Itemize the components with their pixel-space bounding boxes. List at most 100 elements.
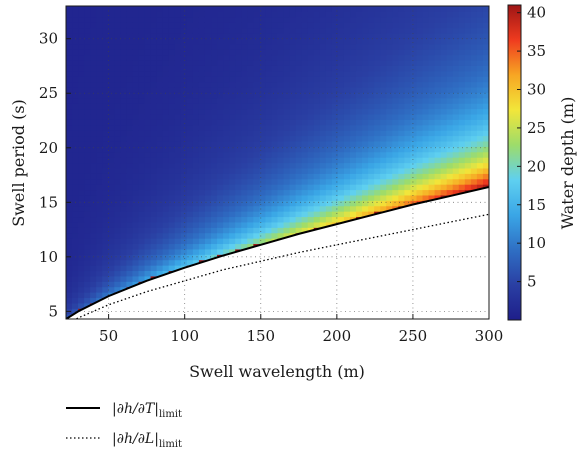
heatmap-cell	[380, 54, 387, 61]
heatmap-cell	[476, 162, 484, 169]
heatmap-cell	[428, 22, 436, 29]
heatmap-cell	[325, 103, 333, 110]
heatmap-cell	[84, 140, 91, 147]
heatmap-cell	[120, 16, 128, 23]
heatmap-cell	[247, 157, 254, 164]
heatmap-cell	[374, 173, 381, 180]
heatmap-cell	[102, 227, 109, 234]
heatmap-cell	[398, 194, 405, 201]
heatmap-cell	[72, 157, 79, 164]
heatmap-cell	[132, 70, 140, 77]
heatmap-cell	[331, 43, 339, 50]
heatmap-cell	[78, 162, 85, 169]
heatmap-cell	[283, 140, 291, 147]
heatmap-cell	[150, 135, 158, 142]
heatmap-cell	[416, 86, 424, 93]
heatmap-cell	[283, 92, 291, 99]
heatmap-cell	[434, 32, 442, 39]
heatmap-cell	[307, 119, 315, 126]
heatmap-cell	[253, 113, 260, 120]
heatmap-cell	[392, 11, 399, 18]
heatmap-cell	[319, 119, 327, 126]
heatmap-cell	[404, 32, 412, 39]
heatmap-cell	[211, 130, 218, 137]
heatmap-cell	[374, 184, 381, 191]
heatmap-cell	[180, 157, 188, 164]
heatmap-cell	[229, 22, 236, 29]
heatmap-cell	[120, 259, 128, 266]
heatmap-cell	[174, 81, 182, 88]
heatmap-cell	[108, 238, 115, 245]
heatmap-cell	[229, 16, 236, 23]
heatmap-cell	[337, 135, 345, 142]
heatmap-cell	[319, 11, 327, 18]
heatmap-cell	[410, 151, 418, 158]
heatmap-cell	[174, 254, 182, 261]
heatmap-cell	[223, 97, 230, 104]
heatmap-cell	[325, 92, 333, 99]
heatmap-cell	[90, 297, 97, 304]
heatmap-cell	[108, 108, 115, 115]
heatmap-cell	[84, 135, 91, 142]
heatmap-cell	[150, 65, 158, 72]
heatmap-cell	[72, 189, 79, 196]
heatmap-cell	[186, 146, 194, 153]
heatmap-cell	[114, 140, 121, 147]
heatmap-cell	[277, 113, 285, 120]
heatmap-cell	[132, 243, 140, 250]
heatmap-cell	[331, 119, 339, 126]
heatmap-cell	[337, 173, 345, 180]
heatmap-cell	[356, 178, 363, 185]
heatmap-cell	[78, 108, 85, 115]
heatmap-cell	[192, 211, 200, 218]
heatmap-cell	[174, 178, 182, 185]
heatmap-cell	[422, 162, 430, 169]
heatmap-cell	[337, 211, 345, 218]
heatmap-cell	[307, 146, 315, 153]
heatmap-cell	[265, 194, 273, 201]
heatmap-cell	[464, 38, 472, 45]
heatmap-cell	[156, 103, 164, 110]
heatmap-cell	[368, 211, 375, 218]
heatmap-cell	[217, 113, 224, 120]
heatmap-cell	[138, 49, 146, 56]
heatmap-cell	[211, 167, 218, 174]
heatmap-cell	[404, 130, 412, 137]
heatmap-cell	[410, 108, 418, 115]
heatmap-cell	[265, 216, 273, 223]
heatmap-cell	[66, 292, 73, 299]
heatmap-cell	[452, 146, 460, 153]
legend-name-dotted: |∂h/∂L|	[112, 431, 159, 447]
heatmap-cell	[138, 97, 146, 104]
heatmap-cell	[241, 70, 248, 77]
heatmap-cell	[319, 27, 327, 34]
heatmap-cell	[319, 194, 327, 201]
heatmap-cell	[241, 243, 248, 250]
heatmap-cell	[132, 11, 140, 18]
heatmap-cell	[211, 243, 218, 250]
heatmap-cell	[331, 146, 339, 153]
heatmap-cell	[78, 113, 85, 120]
heatmap-cell	[120, 86, 128, 93]
heatmap-cell	[277, 162, 285, 169]
heatmap-cell	[410, 184, 418, 191]
heatmap-cell	[434, 167, 442, 174]
heatmap-cell	[440, 108, 448, 115]
heatmap-cell	[446, 151, 454, 158]
heatmap-cell	[380, 135, 387, 142]
heatmap-cell	[416, 38, 424, 45]
heatmap-cell	[66, 232, 73, 239]
heatmap-cell	[452, 43, 460, 50]
x-tick-label: 200	[323, 327, 352, 345]
heatmap-cell	[440, 178, 448, 185]
heatmap-cell	[72, 205, 79, 212]
heatmap-cell	[350, 103, 357, 110]
heatmap-cell	[108, 92, 115, 99]
heatmap-cell	[84, 297, 91, 304]
heatmap-cell	[132, 205, 140, 212]
heatmap-cell	[325, 86, 333, 93]
heatmap-cell	[374, 38, 381, 45]
heatmap-cell	[428, 54, 436, 61]
heatmap-cell	[138, 11, 146, 18]
heatmap-cell	[90, 43, 97, 50]
